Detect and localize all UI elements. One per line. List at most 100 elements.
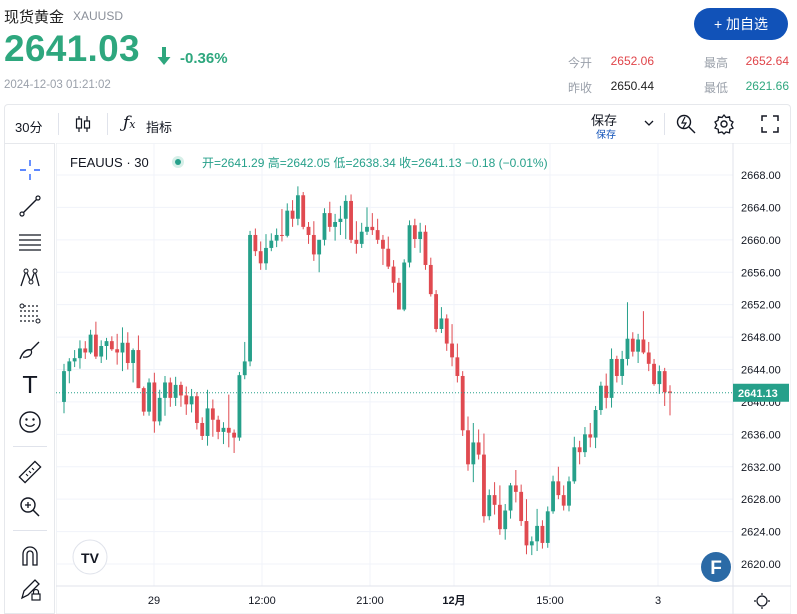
candle-body <box>662 371 667 393</box>
candle-body <box>497 504 502 530</box>
candle-body <box>503 510 508 530</box>
candle-body <box>625 338 630 359</box>
candle-body <box>83 348 88 353</box>
candlestick-chart[interactable]: 2668.00 2664.00 2660.00 2656.00 2652.00 2648.… <box>56 143 791 614</box>
candle-body <box>301 195 306 227</box>
candle-body <box>285 210 290 236</box>
candle-body <box>652 363 656 385</box>
candle-body <box>141 388 146 412</box>
candle-body <box>237 375 242 438</box>
legend-symbol: FEAUUS · 30 <box>70 155 149 170</box>
open-value: 2652.06 <box>610 54 654 68</box>
candle-body <box>556 481 561 496</box>
candle-body <box>189 396 194 405</box>
candle-body <box>200 422 205 436</box>
candle-body <box>242 361 247 376</box>
quick-search-icon[interactable] <box>675 113 697 135</box>
candle-body <box>210 408 215 420</box>
candle-body <box>343 200 348 219</box>
low-label: 最低 <box>704 81 729 95</box>
emoji-icon[interactable] <box>17 409 43 435</box>
candle-body <box>450 343 454 358</box>
candle-body <box>109 341 114 350</box>
add-watchlist-button[interactable]: + 加自选 <box>694 8 788 40</box>
x-tick-label: 29 <box>148 595 160 607</box>
lock-pencil-icon[interactable] <box>17 577 43 603</box>
y-tick-label: 2668.00 <box>741 170 781 182</box>
candle-body <box>583 434 587 453</box>
instrument-name: 现货黄金 <box>4 9 65 26</box>
fullscreen-icon[interactable] <box>760 114 780 134</box>
zoom-in-icon[interactable] <box>17 494 43 520</box>
fib-retracement-icon[interactable] <box>17 301 43 327</box>
chevron-down-icon[interactable] <box>643 118 655 128</box>
candle-body <box>269 240 274 248</box>
candle-body <box>471 442 476 465</box>
candle-body <box>593 410 598 438</box>
crosshair-icon[interactable] <box>17 157 43 183</box>
candle-body <box>508 485 513 511</box>
candle-body <box>609 358 614 398</box>
legend-ohlc: 开=2641.29 高=2642.05 低=2638.34 收=2641.13 … <box>202 155 548 170</box>
candle-body <box>99 345 104 357</box>
price-change: -0.36% <box>180 50 228 67</box>
high-value: 2652.64 <box>745 54 789 68</box>
ruler-icon[interactable] <box>17 459 43 485</box>
candlestick-type-icon[interactable] <box>73 114 93 134</box>
candle-body <box>104 341 109 346</box>
tradingview-logo[interactable]: TV <box>72 539 108 575</box>
candle-body <box>567 481 571 506</box>
high-label: 最高 <box>704 56 729 70</box>
candle-body <box>540 525 545 543</box>
magnet-icon[interactable] <box>17 543 43 569</box>
candle-body <box>194 396 199 423</box>
candle-body <box>482 454 486 517</box>
toolbar-divider <box>107 113 108 135</box>
horizontal-lines-icon[interactable] <box>17 229 43 255</box>
y-tick-label: 2644.00 <box>741 365 781 377</box>
candle-body <box>519 491 524 522</box>
y-tick-label: 2660.00 <box>741 235 781 247</box>
candle-body <box>370 226 375 231</box>
candle-body <box>173 384 178 398</box>
candle-body <box>386 248 391 267</box>
brush-icon[interactable] <box>17 337 43 363</box>
candle-body <box>163 382 167 398</box>
candle-body <box>205 408 210 436</box>
candle-body <box>529 541 534 546</box>
candle-body <box>396 282 401 310</box>
y-tick-label: 2628.00 <box>741 494 781 506</box>
candle-body <box>147 382 151 412</box>
y-tick-label: 2624.00 <box>741 527 781 539</box>
tool-divider <box>13 530 47 531</box>
chart-toolbar: 30分 ƒx 指标 保存 保存 <box>4 104 791 143</box>
x-tick-label: 3 <box>655 595 661 607</box>
candle-body <box>184 395 189 405</box>
candle-body <box>274 234 279 241</box>
candle-body <box>381 239 385 249</box>
open-label: 今开 <box>568 56 593 70</box>
last-price-label: 2641.13 <box>738 388 778 400</box>
gear-icon[interactable] <box>713 113 735 135</box>
candle-body <box>412 225 417 240</box>
svg-text:F: F <box>710 558 722 579</box>
axis-settings-icon[interactable] <box>754 593 770 609</box>
trend-line-icon[interactable] <box>17 193 43 219</box>
y-tick-label: 2632.00 <box>741 462 781 474</box>
candle-body <box>572 447 577 482</box>
candles <box>56 186 733 556</box>
pattern-icon[interactable] <box>17 265 43 291</box>
indicators-button[interactable]: 指标 <box>146 120 173 135</box>
candle-body <box>152 382 157 422</box>
candle-body <box>551 481 555 512</box>
text-tool-icon[interactable]: T <box>22 373 38 399</box>
toolbar-divider <box>58 113 59 135</box>
interval-selector[interactable]: 30分 <box>15 120 43 135</box>
fx-icon[interactable]: ƒx <box>123 113 136 133</box>
candle-body <box>295 195 300 219</box>
save-button[interactable]: 保存 <box>591 113 618 128</box>
candle-body <box>253 234 258 252</box>
candle-body <box>136 350 141 389</box>
candle-body <box>620 358 625 376</box>
candle-body <box>221 427 226 432</box>
